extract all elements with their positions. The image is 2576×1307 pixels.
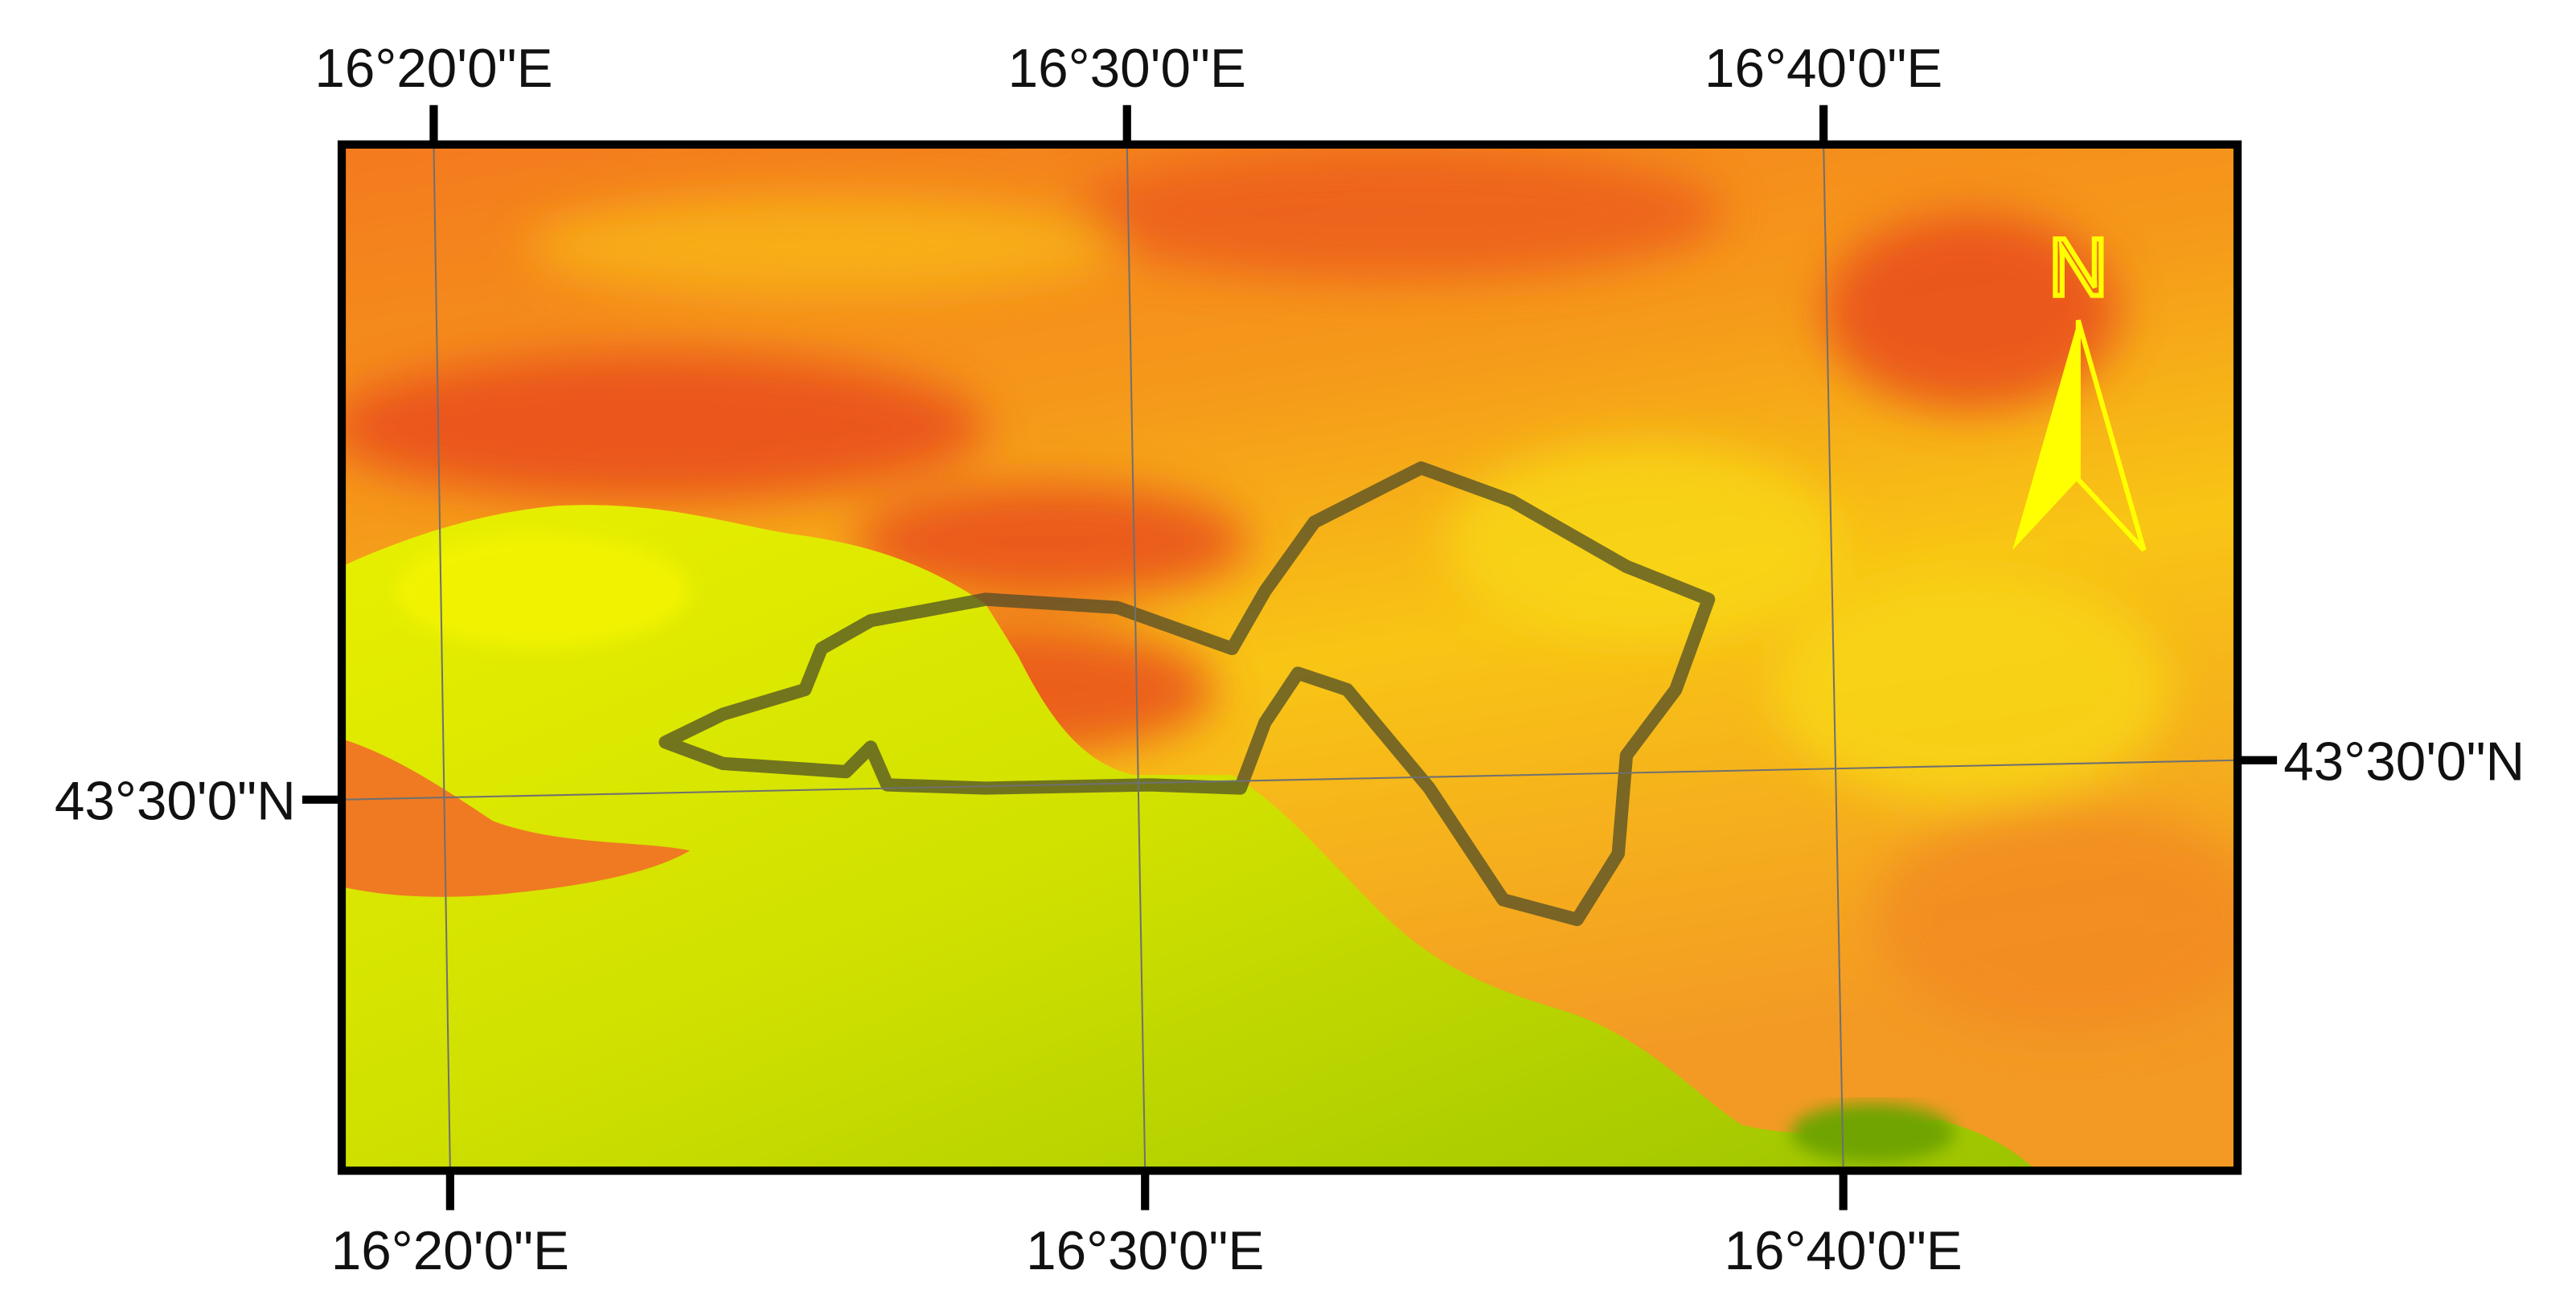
top-label: 16°30'0"E [1008, 39, 1246, 99]
map-frame [337, 140, 2242, 1175]
top-label: 16°20'0"E [314, 39, 552, 99]
bottom-label: 16°20'0"E [331, 1221, 569, 1281]
bottom-label: 16°40'0"E [1725, 1221, 1963, 1281]
study-area [658, 461, 1716, 927]
right-label: 43°30'0"N [2283, 731, 2525, 792]
island [342, 739, 691, 897]
left-label: 43°30'0"N [55, 771, 296, 831]
raster: N [342, 144, 2238, 1171]
sea [342, 505, 2037, 1171]
north-label: N [2049, 222, 2108, 313]
tick-marks [301, 104, 2278, 1211]
top-label: 16°40'0"E [1704, 39, 1942, 99]
graticule-lines [342, 144, 2238, 1171]
bottom-label: 16°30'0"E [1026, 1221, 1264, 1281]
